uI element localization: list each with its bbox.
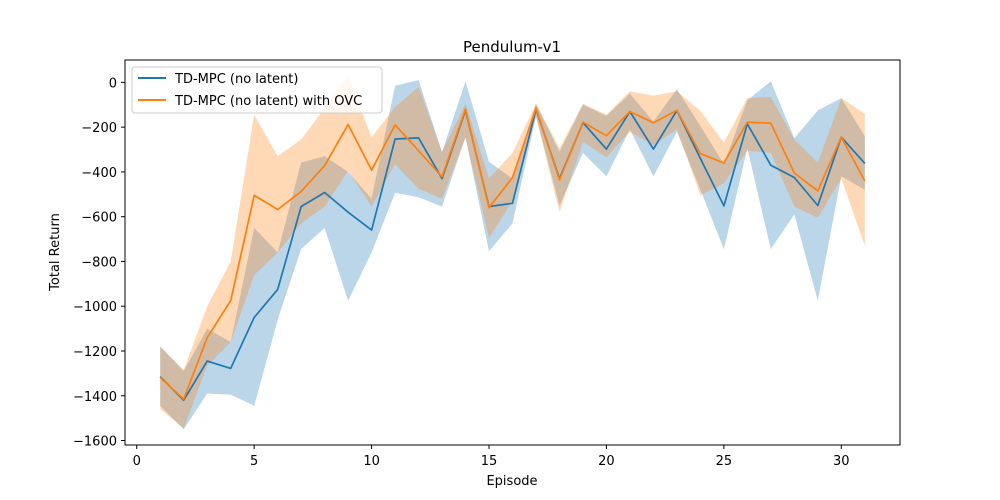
x-tick-label: 10 (363, 454, 380, 469)
y-tick-label: −800 (81, 255, 117, 270)
x-tick-label: 20 (598, 454, 615, 469)
confidence-bands (160, 76, 865, 430)
y-axis-label: Total Return (48, 213, 63, 292)
y-tick-label: −400 (81, 166, 117, 181)
y-tick-label: −1200 (73, 345, 117, 360)
x-tick-label: 0 (133, 454, 141, 469)
legend-box (131, 66, 383, 114)
y-tick-label: −200 (81, 121, 117, 136)
y-tick-label: −1600 (73, 435, 117, 450)
chart-title: Pendulum-v1 (463, 38, 561, 56)
legend-label-td-mpc: TD-MPC (no latent) (174, 72, 298, 87)
line-td-mpc-no-latent-with-ovc (159, 107, 866, 400)
y-tick-label: −600 (81, 211, 117, 226)
band-td-mpc-no-latent-with-ovc (160, 76, 865, 429)
plot-frame (124, 59, 901, 446)
band-td-mpc-no-latent (160, 80, 865, 430)
y-axis-ticks: −1600 −1400 −1200 −1000 −800 −600 −400 −200 0 (73, 76, 125, 450)
legend: TD-MPC (no latent) TD-MPC (no latent) wi… (131, 66, 383, 114)
x-tick-label: 30 (833, 454, 850, 469)
x-axis-ticks: 0 5 10 15 20 25 30 (133, 445, 850, 469)
y-tick-label: 0 (109, 76, 117, 91)
legend-label-td-mpc-ovc: TD-MPC (no latent) with OVC (174, 94, 362, 109)
y-tick-label: −1400 (73, 390, 117, 405)
series-lines (159, 107, 866, 402)
x-axis-label: Episode (486, 474, 537, 489)
x-tick-label: 25 (716, 454, 733, 469)
y-tick-label: −1000 (73, 300, 117, 315)
x-tick-label: 5 (250, 454, 258, 469)
x-tick-label: 15 (481, 454, 498, 469)
